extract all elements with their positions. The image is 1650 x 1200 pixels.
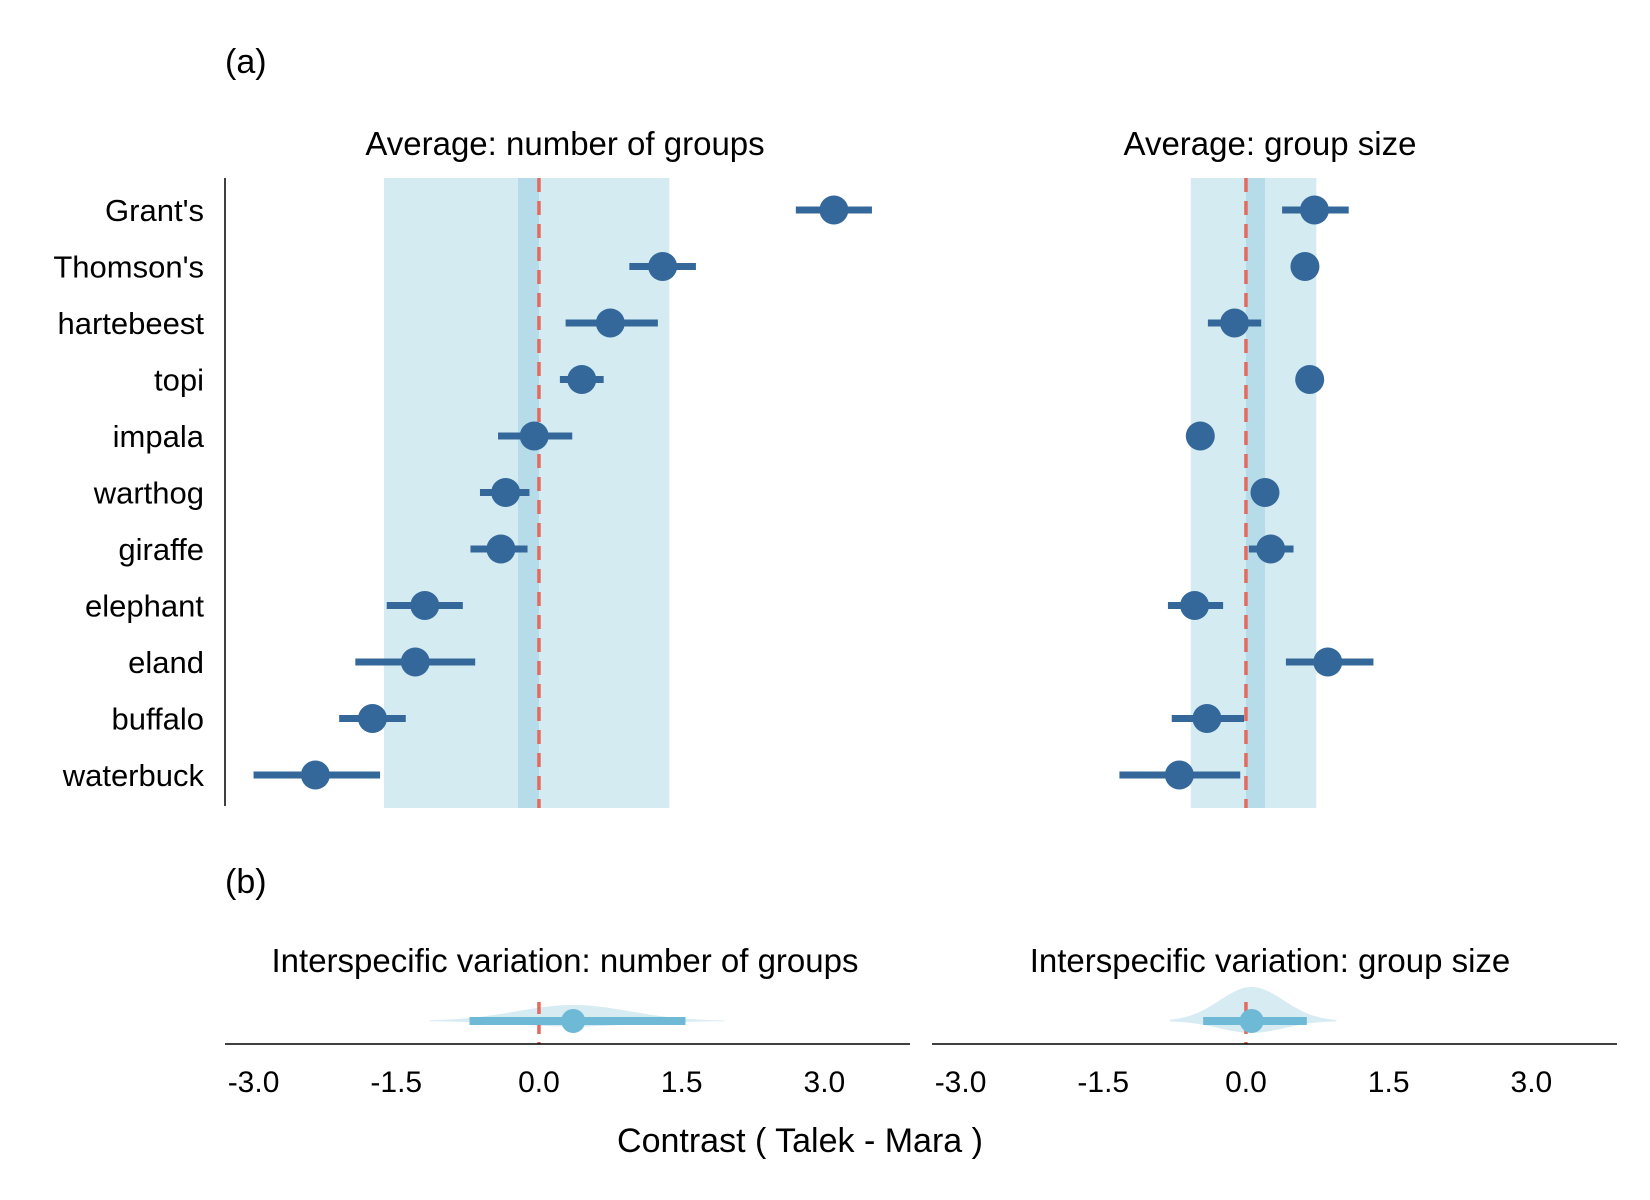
x-tick-label: -3.0 (935, 1066, 987, 1099)
x-tick-label: -1.5 (1077, 1066, 1129, 1099)
panel-b2-title: Interspecific variation: group size (1030, 942, 1511, 979)
estimate-point (1185, 421, 1215, 451)
panel-a-number-of-groups: Average: number of groups (253, 125, 872, 808)
estimate-point (648, 252, 678, 281)
estimate-point (1256, 534, 1286, 564)
estimate-point (519, 421, 549, 451)
species-label: elephant (85, 589, 204, 624)
estimate-point (1250, 478, 1280, 507)
estimate-point (567, 365, 597, 394)
panel-b-group-size: Interspecific variation: group size -3.0… (932, 942, 1617, 1099)
x-tick-label: 3.0 (1511, 1066, 1553, 1099)
estimate-point (1164, 760, 1194, 790)
x-tick-label: -3.0 (228, 1066, 280, 1099)
estimate-point (1290, 252, 1320, 281)
estimate-point (400, 647, 430, 677)
x-tick-label: 0.0 (1225, 1066, 1267, 1099)
species-label: eland (128, 645, 204, 680)
panel-b1-title: Interspecific variation: number of group… (272, 942, 859, 979)
estimate-point (1313, 647, 1343, 677)
x-tick-label: 0.0 (518, 1066, 560, 1099)
species-label: Grant's (105, 193, 204, 228)
x-tick-label: 1.5 (661, 1066, 703, 1099)
species-label: topi (154, 363, 204, 398)
posterior-estimate-point (561, 1009, 586, 1033)
panel-b-number-of-groups: Interspecific variation: number of group… (225, 942, 910, 1099)
panel-a1-title: Average: number of groups (365, 125, 764, 162)
posterior-estimate-point (1239, 1009, 1264, 1033)
species-label: Thomson's (53, 250, 204, 285)
species-labels: Grant's Thomson's hartebeest topi impala wart… (53, 193, 204, 793)
estimate-point (486, 534, 516, 564)
species-label: buffalo (111, 702, 204, 737)
estimate-point (300, 760, 330, 790)
x-axis-label: Contrast ( Talek - Mara ) (617, 1122, 983, 1160)
estimate-point (1192, 704, 1222, 733)
species-label: waterbuck (62, 758, 205, 793)
estimate-point (491, 478, 521, 507)
x-tick-label: 1.5 (1368, 1066, 1410, 1099)
estimate-point (1299, 195, 1329, 225)
panel-a2-title: Average: group size (1124, 125, 1417, 162)
panel-a-group-size: Average: group size (1119, 125, 1416, 808)
x-tick-label: -1.5 (370, 1066, 422, 1099)
estimate-point (410, 591, 440, 620)
panel-a-label: (a) (225, 43, 267, 81)
estimate-point (819, 195, 849, 225)
estimate-point (1180, 591, 1210, 620)
estimate-point (357, 704, 387, 733)
species-label: impala (113, 419, 205, 454)
species-label: giraffe (118, 532, 204, 567)
panel-b-label: (b) (225, 863, 267, 901)
estimate-point (1220, 308, 1250, 338)
x-tick-label: 3.0 (804, 1066, 846, 1099)
estimate-point (1295, 365, 1325, 394)
species-label: warthog (93, 476, 204, 511)
species-label: hartebeest (58, 306, 205, 341)
estimate-point (595, 308, 625, 338)
